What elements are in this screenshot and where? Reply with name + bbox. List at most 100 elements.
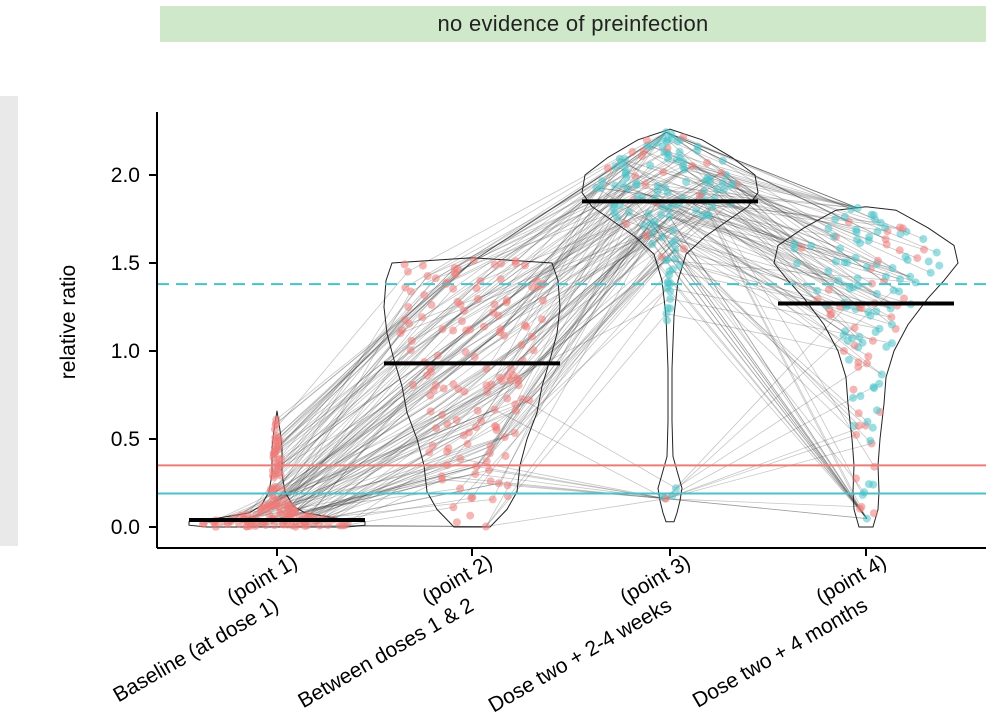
data-point [869,509,878,518]
data-point [935,261,944,270]
data-point [456,454,465,463]
data-point [836,244,845,253]
data-point [824,224,833,233]
paired-line [263,198,853,524]
data-point [718,156,727,165]
data-point [466,325,475,334]
data-point [666,294,675,303]
data-point [236,511,245,520]
data-point [486,442,495,451]
data-point [456,484,465,493]
data-point [470,353,479,362]
data-point [449,326,458,335]
data-point [868,336,877,345]
data-point [407,336,416,345]
data-point [659,168,668,176]
paired-line [283,221,868,525]
data-point [400,260,409,269]
paired-line [256,216,868,524]
paired-line [246,313,844,527]
data-point [644,209,653,218]
paired-line [275,131,858,424]
data-point [679,244,688,253]
y-tick-label: 1.0 [111,340,140,363]
data-point [851,253,860,262]
paired-line [274,171,861,438]
data-point [491,422,500,430]
data-point [496,275,505,284]
paired-line [278,131,858,439]
data-point [658,253,667,261]
data-point [618,180,627,189]
data-point [425,448,434,457]
data-point [528,283,537,292]
paired-line [288,222,847,515]
paired-line [280,182,802,476]
data-point [873,406,881,415]
data-point [423,272,432,280]
data-point [450,264,459,273]
data-point [658,134,667,143]
paired-line [246,190,862,522]
data-point [913,254,922,263]
data-point [482,522,490,531]
data-point [641,180,650,189]
violin-outline [581,128,759,523]
data-point [270,521,279,530]
paired-line [270,249,891,520]
data-point [841,327,850,336]
paired-line [288,152,861,504]
data-point [496,373,504,382]
data-point [648,239,657,248]
data-point [510,429,519,437]
data-point [485,466,493,475]
paired-line [283,178,918,500]
data-point [426,407,435,416]
data-point [663,277,672,286]
data-point [663,304,672,313]
paired-line [274,145,858,443]
data-point [472,284,481,293]
data-point [863,359,871,368]
data-point [849,385,858,394]
paired-line [280,177,858,466]
data-point [866,436,875,445]
violins [188,128,959,528]
data-point [831,257,840,266]
paired-line [272,136,876,476]
paired-line [275,131,858,450]
data-point [278,520,287,528]
data-point [675,261,684,270]
paired-line [234,197,829,519]
data-point [477,416,486,425]
paired-line [270,165,858,492]
paired-line [251,233,857,525]
data-point [433,351,442,360]
data-point [518,395,527,404]
paired-line [273,145,931,489]
paired-line [274,131,849,430]
data-point [713,185,722,194]
data-point [895,246,904,255]
data-point [797,243,806,252]
data-point [511,257,520,266]
data-point [454,385,463,394]
data-point [242,510,251,519]
paired-line [227,289,894,523]
data-point [881,235,890,244]
data-point [653,182,662,190]
paired-line [262,306,847,524]
data-point [864,308,873,316]
data-point [464,428,473,437]
paired-line [333,196,864,521]
paired-line [246,469,862,527]
data-point [406,346,415,355]
data-point [503,481,512,490]
data-point [471,470,480,478]
data-point [277,454,286,463]
paired-line [274,475,867,526]
data-point [703,173,712,182]
paired-line [279,165,858,441]
y-axis-label: relative ratio [57,265,80,379]
data-point [529,346,538,355]
